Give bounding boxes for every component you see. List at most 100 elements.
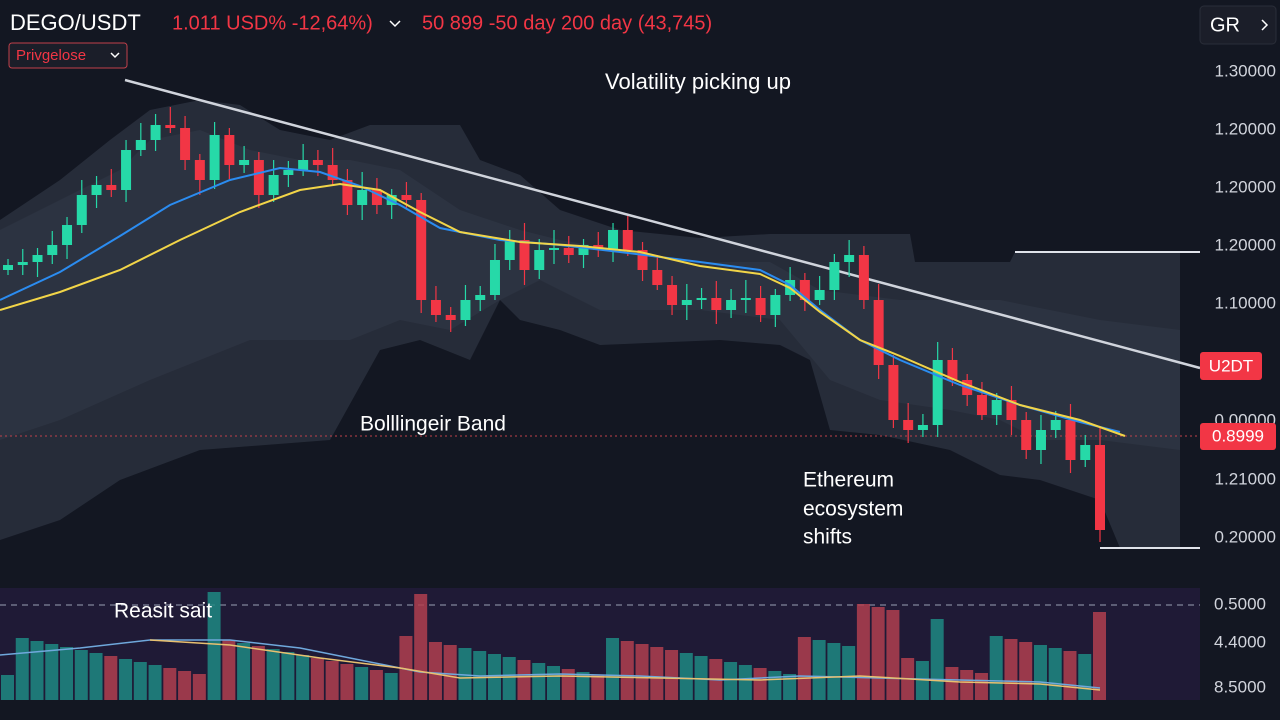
volume-bar bbox=[1078, 654, 1092, 700]
gr-arrow bbox=[1261, 19, 1269, 31]
candle bbox=[667, 285, 678, 305]
volume-bar bbox=[296, 655, 310, 700]
candle bbox=[298, 160, 309, 170]
volume-bar bbox=[15, 638, 29, 700]
candle bbox=[475, 295, 486, 300]
candle bbox=[844, 255, 855, 262]
dropdown-caret[interactable] bbox=[389, 20, 401, 28]
volume-bar bbox=[650, 647, 664, 700]
price-tag bbox=[1200, 352, 1262, 380]
candle bbox=[858, 255, 869, 300]
candle bbox=[180, 128, 191, 160]
candle bbox=[873, 300, 884, 365]
volume-bar bbox=[974, 673, 988, 700]
candle bbox=[608, 230, 619, 250]
volume-bar bbox=[1033, 645, 1047, 700]
candle bbox=[991, 400, 1002, 415]
price-tag-label: U2DT bbox=[1209, 356, 1253, 375]
volume-bar bbox=[355, 667, 369, 700]
volume-bar bbox=[591, 675, 605, 700]
volume-bar bbox=[89, 653, 103, 700]
volume-bars bbox=[1, 592, 1106, 700]
volume-ma-2 bbox=[149, 639, 1101, 691]
price-tag bbox=[1200, 423, 1276, 450]
candle bbox=[91, 185, 102, 195]
volume-bar bbox=[738, 665, 752, 700]
candle bbox=[903, 420, 914, 430]
price-label: 1.21000 bbox=[1215, 469, 1276, 488]
volume-bar bbox=[576, 672, 590, 700]
indicators: 50 899 -50 day 200 day (43,745) bbox=[422, 12, 712, 34]
candle bbox=[239, 160, 250, 165]
volume-bar bbox=[163, 668, 177, 700]
volume-bar bbox=[45, 644, 59, 700]
candle bbox=[829, 262, 840, 290]
trend-line bbox=[124, 78, 1201, 370]
candle bbox=[135, 140, 146, 150]
volume-bar bbox=[458, 648, 472, 700]
candle bbox=[534, 250, 545, 270]
volume-bar bbox=[694, 656, 708, 700]
annotation: shifts bbox=[803, 526, 852, 549]
price-label: 1.10000 bbox=[1215, 293, 1276, 312]
volume-bar bbox=[310, 658, 324, 700]
candle bbox=[489, 260, 500, 295]
volume-bar bbox=[237, 643, 251, 700]
volume-bar bbox=[812, 640, 826, 700]
candle bbox=[637, 250, 648, 270]
candle bbox=[1006, 400, 1017, 420]
volume-bar bbox=[1093, 612, 1106, 700]
volume-bar bbox=[930, 619, 944, 700]
volume-label: 0.5000 bbox=[1214, 594, 1266, 613]
volume-bar bbox=[665, 650, 679, 700]
candle bbox=[799, 280, 810, 300]
volume-bar bbox=[753, 668, 767, 700]
volume-bar bbox=[1063, 651, 1077, 700]
volume-bar bbox=[148, 665, 162, 700]
volume-bar bbox=[192, 674, 206, 700]
candle bbox=[947, 360, 958, 380]
candle bbox=[652, 270, 663, 285]
candle bbox=[224, 135, 235, 165]
volume-bar bbox=[281, 652, 295, 700]
volume-bar bbox=[207, 592, 221, 700]
candle bbox=[1065, 420, 1076, 460]
candle bbox=[401, 195, 412, 200]
volume-bar bbox=[325, 661, 339, 700]
dropdown-label: Privgelose bbox=[16, 47, 86, 64]
volume-bar bbox=[945, 667, 959, 700]
price-label: 1.20000 bbox=[1215, 119, 1276, 138]
volume-bar bbox=[783, 674, 797, 700]
candle bbox=[121, 150, 132, 190]
candle bbox=[519, 240, 530, 270]
volume-bar bbox=[871, 607, 885, 700]
price-label: 0.20000 bbox=[1215, 527, 1276, 546]
volume-bar bbox=[768, 671, 782, 700]
volume-bar bbox=[414, 594, 428, 700]
candle bbox=[371, 190, 382, 205]
dropdown[interactable] bbox=[8, 42, 128, 69]
candle bbox=[430, 300, 441, 315]
volume-bar bbox=[178, 671, 192, 700]
price-label: 1.30000 bbox=[1215, 61, 1276, 80]
volume-bar bbox=[635, 644, 649, 700]
volume-bar bbox=[340, 664, 354, 700]
volume-bar bbox=[1019, 642, 1033, 700]
candle bbox=[696, 298, 707, 300]
volume-bar bbox=[532, 663, 546, 700]
volume-bar bbox=[606, 638, 620, 700]
gr-button[interactable] bbox=[1199, 5, 1277, 45]
candle bbox=[740, 298, 751, 300]
candle bbox=[62, 225, 73, 245]
volume-bar bbox=[502, 657, 516, 700]
candle bbox=[976, 395, 987, 415]
candle bbox=[327, 165, 338, 180]
volume-bar bbox=[60, 647, 74, 700]
candle bbox=[755, 298, 766, 315]
candles bbox=[3, 107, 1105, 542]
candle bbox=[209, 135, 220, 180]
annotation: Ethereum bbox=[803, 469, 894, 492]
candle bbox=[888, 365, 899, 420]
